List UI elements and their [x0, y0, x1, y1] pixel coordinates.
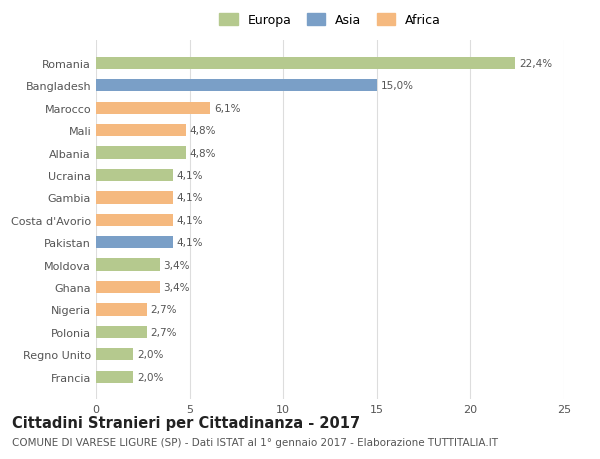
Bar	[96, 371, 133, 383]
Text: 4,8%: 4,8%	[190, 148, 216, 158]
Bar	[96, 214, 173, 226]
Text: 4,1%: 4,1%	[176, 215, 203, 225]
Text: Cittadini Stranieri per Cittadinanza - 2017: Cittadini Stranieri per Cittadinanza - 2…	[12, 415, 360, 431]
Text: 2,0%: 2,0%	[137, 350, 164, 359]
Bar	[96, 281, 160, 294]
Bar	[96, 80, 377, 92]
Text: 6,1%: 6,1%	[214, 103, 241, 113]
Text: 15,0%: 15,0%	[380, 81, 413, 91]
Legend: Europa, Asia, Africa: Europa, Asia, Africa	[214, 9, 446, 32]
Text: 2,0%: 2,0%	[137, 372, 164, 382]
Text: 4,8%: 4,8%	[190, 126, 216, 136]
Text: 22,4%: 22,4%	[519, 59, 552, 69]
Text: 2,7%: 2,7%	[150, 305, 177, 315]
Text: 4,1%: 4,1%	[176, 193, 203, 203]
Bar	[96, 57, 515, 70]
Bar	[96, 348, 133, 361]
Bar	[96, 125, 186, 137]
Text: 4,1%: 4,1%	[176, 171, 203, 180]
Bar	[96, 304, 146, 316]
Bar	[96, 147, 186, 159]
Bar	[96, 192, 173, 204]
Text: COMUNE DI VARESE LIGURE (SP) - Dati ISTAT al 1° gennaio 2017 - Elaborazione TUTT: COMUNE DI VARESE LIGURE (SP) - Dati ISTA…	[12, 437, 498, 447]
Text: 3,4%: 3,4%	[163, 282, 190, 292]
Bar	[96, 102, 210, 115]
Text: 2,7%: 2,7%	[150, 327, 177, 337]
Bar	[96, 169, 173, 182]
Bar	[96, 326, 146, 338]
Text: 3,4%: 3,4%	[163, 260, 190, 270]
Bar	[96, 236, 173, 249]
Text: 4,1%: 4,1%	[176, 238, 203, 248]
Bar	[96, 259, 160, 271]
